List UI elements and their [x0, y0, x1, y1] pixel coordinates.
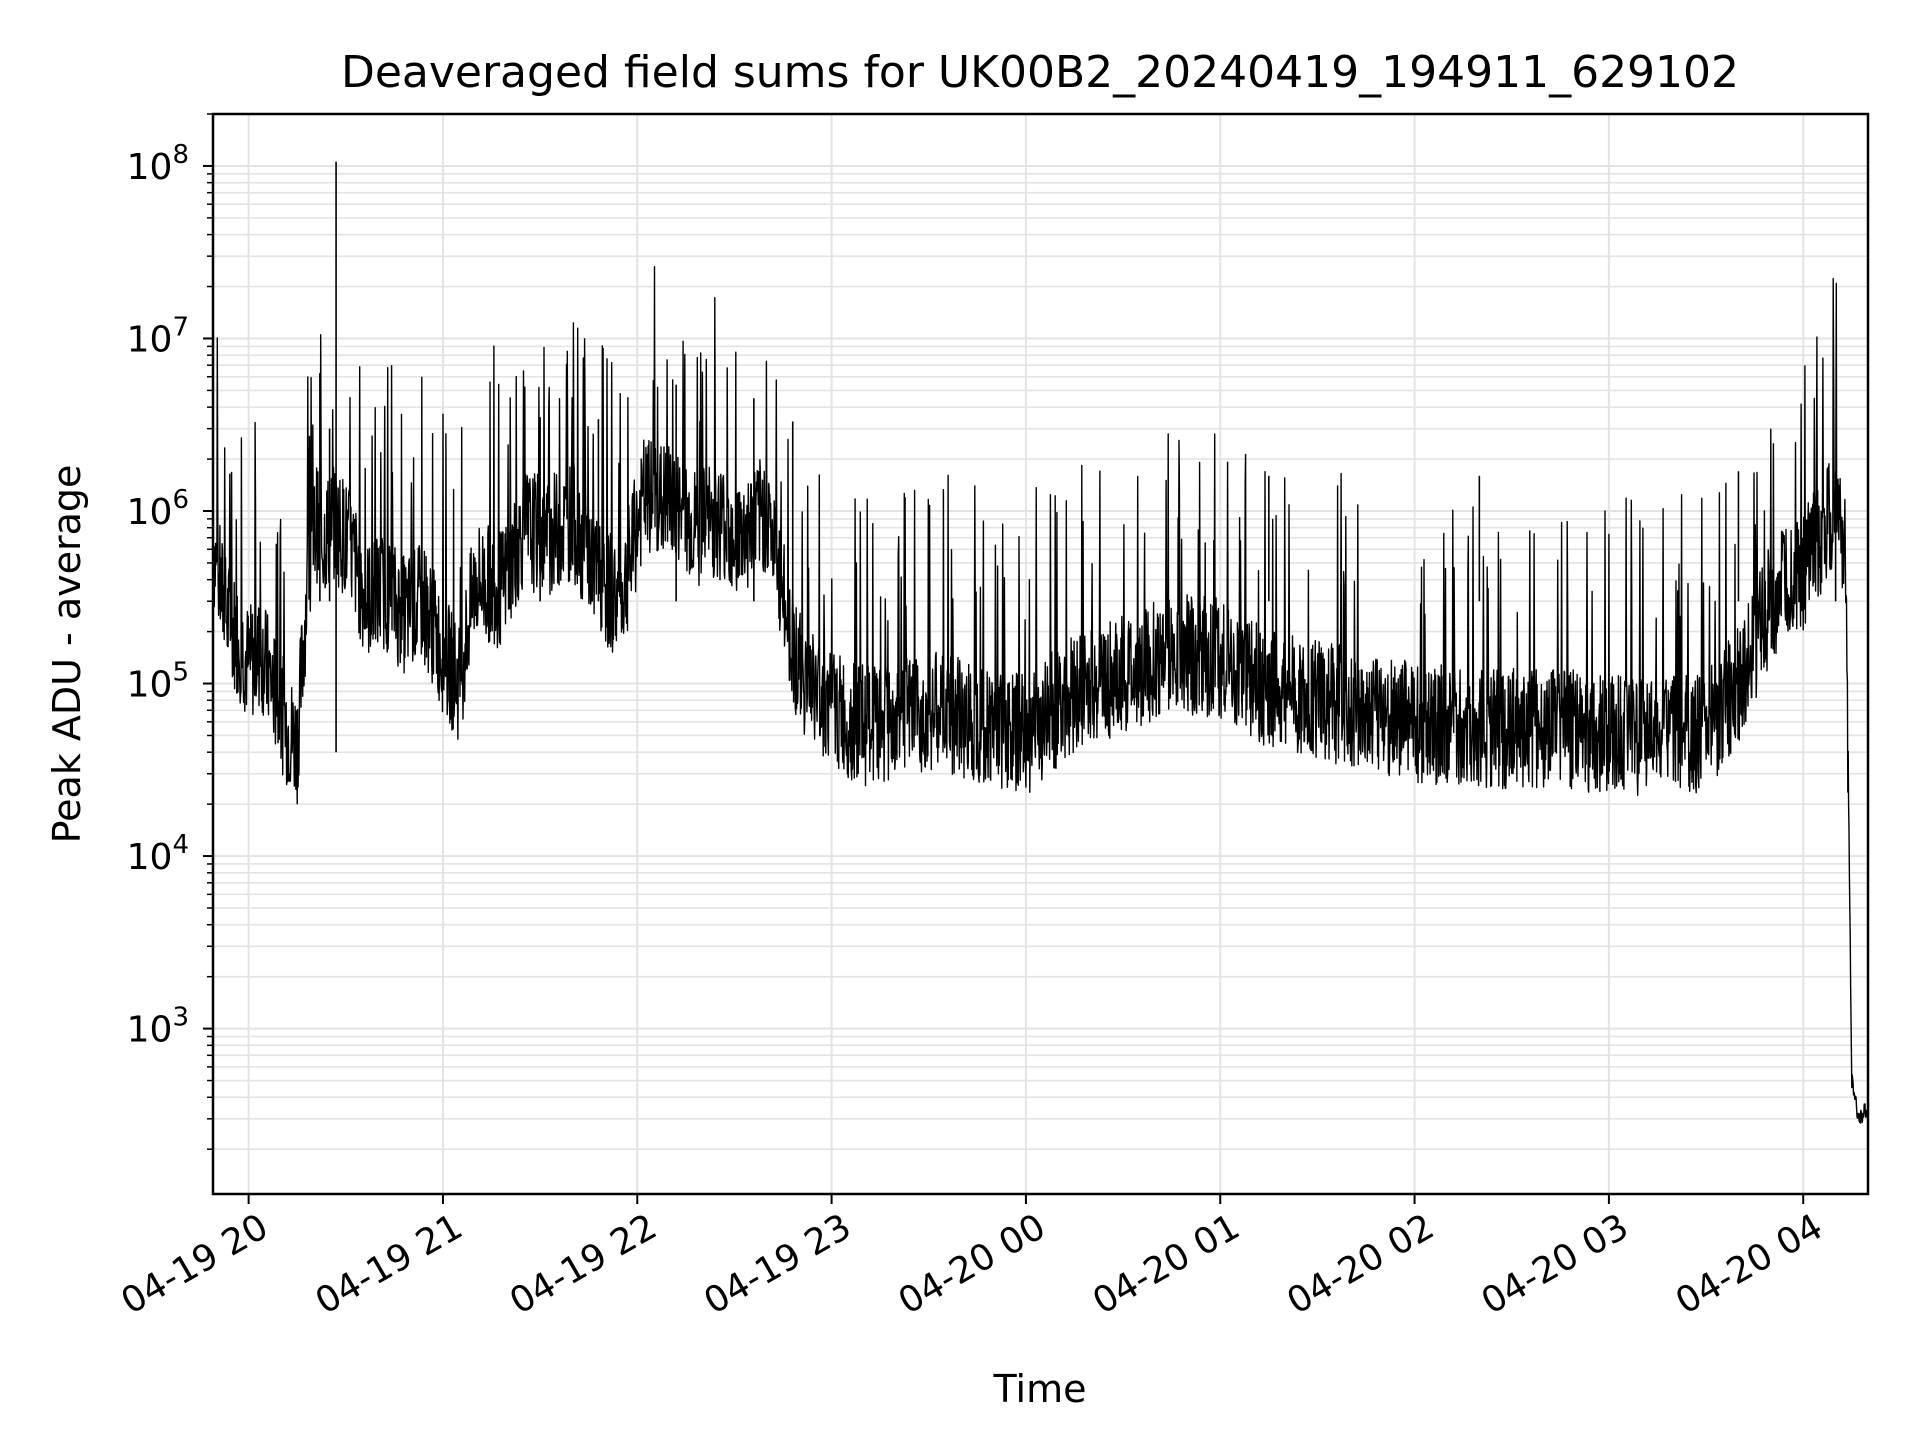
- series-layer: [212, 161, 1869, 1124]
- y-tick-label: 107: [127, 312, 189, 360]
- y-axis-label: Peak ADU - average: [45, 465, 89, 844]
- y-tick-label: 105: [127, 658, 189, 706]
- y-tick-label: 108: [127, 140, 189, 188]
- y-tick-label: 106: [127, 485, 189, 533]
- x-axis-label: Time: [993, 1367, 1087, 1411]
- grid: [213, 113, 1868, 1194]
- y-tick-label: 104: [127, 830, 189, 878]
- chart-title: Deaveraged field sums for UK00B2_2024041…: [341, 47, 1739, 98]
- y-tick-label: 103: [127, 1003, 189, 1051]
- plot-frame: [211, 112, 1870, 1196]
- series-line: [212, 266, 1869, 1124]
